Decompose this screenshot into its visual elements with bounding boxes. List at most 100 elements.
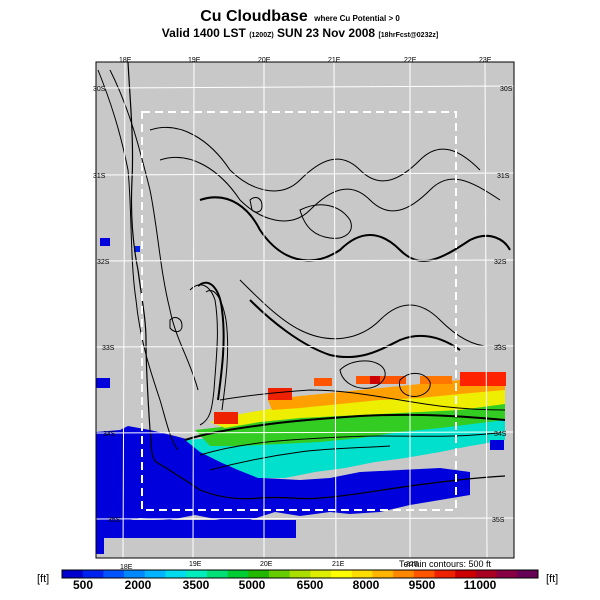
color-scale-swatch xyxy=(124,570,146,578)
valid-time: Valid 1400 LST xyxy=(161,26,246,40)
color-scale-bar xyxy=(62,570,539,578)
terrain-contour xyxy=(299,204,352,239)
color-scale-swatch xyxy=(455,570,477,578)
valid-utc: (1200Z) xyxy=(249,32,274,39)
color-scale-swatch xyxy=(268,570,291,578)
grid-line xyxy=(95,85,515,89)
lat-label: 33S xyxy=(494,345,507,352)
lat-labels-left: 30S 31S 32S 33S 34S 35S xyxy=(93,86,121,524)
terrain-contour xyxy=(159,156,501,222)
color-scale-swatch xyxy=(331,570,353,578)
cloudbase-speck xyxy=(100,238,110,246)
scale-label: 2000 xyxy=(124,578,152,592)
lat-label: 31S xyxy=(93,173,106,180)
coastline xyxy=(127,61,506,500)
lon-label: 20E xyxy=(258,57,271,64)
map-title: Cu Cloudbase where Cu Potential > 0 xyxy=(0,8,600,26)
color-scale-swatch xyxy=(393,570,415,578)
cloudbase-blue-patch xyxy=(96,520,296,538)
color-scale-swatch xyxy=(144,570,166,578)
color-scale-swatch xyxy=(372,570,394,578)
lat-labels-right: 30S 31S 32S 33S 34S 35S xyxy=(492,86,513,524)
inner-domain-box xyxy=(141,111,457,511)
scale-label: 500 xyxy=(72,578,94,592)
scale-label: 6500 xyxy=(296,578,324,592)
terrain-contour-note: Terrain contours: 500 ft xyxy=(399,559,492,569)
lat-label: 35S xyxy=(492,517,505,524)
terrain-contour xyxy=(249,197,263,213)
terrain-contour xyxy=(199,431,506,456)
scale-unit-right: [ft] xyxy=(546,573,559,585)
terrain-contour xyxy=(109,69,199,391)
cloudbase-red-cell xyxy=(356,376,406,384)
color-scale-swatch xyxy=(475,570,498,578)
color-scale-swatch xyxy=(248,570,270,578)
cloudbase-red-cell xyxy=(370,376,380,384)
lat-label: 33S xyxy=(102,345,115,352)
terrain-contour xyxy=(219,389,506,411)
lon-label: 21E xyxy=(328,57,341,64)
grid-line xyxy=(95,172,515,176)
lon-label: 21E xyxy=(332,561,345,568)
terrain-contour xyxy=(209,445,391,471)
terrain-contour xyxy=(169,317,183,333)
map-border xyxy=(95,61,515,559)
terrain-contours xyxy=(97,69,511,471)
terrain-contour xyxy=(199,196,511,262)
lat-label: 35S xyxy=(108,517,121,524)
scale-label: 9500 xyxy=(408,578,436,592)
valid-time-line: Valid 1400 LST (1200Z) SUN 23 Nov 2008 [… xyxy=(0,26,600,40)
cloudbase-speck xyxy=(96,378,110,388)
lat-label: 32S xyxy=(97,259,110,266)
valid-date: SUN 23 Nov 2008 xyxy=(277,26,376,40)
terrain-contour xyxy=(184,413,506,441)
color-scale-swatch xyxy=(517,570,539,578)
scale-unit-left: [ft] xyxy=(37,573,50,585)
cloudbase-red-cell xyxy=(420,376,452,384)
lat-label: 34S xyxy=(494,431,507,438)
grid-line xyxy=(95,517,515,520)
grid-line xyxy=(122,61,126,559)
scale-label: 5000 xyxy=(238,578,266,592)
cloudbase-yellow-band xyxy=(210,388,505,428)
title-note: where Cu Potential > 0 xyxy=(314,14,400,23)
grid-line xyxy=(95,259,515,262)
scale-label: 3500 xyxy=(182,578,210,592)
lon-label: 18E xyxy=(119,57,132,64)
lon-label: 22E xyxy=(404,57,417,64)
lat-lon-grid xyxy=(95,61,515,559)
terrain-contour xyxy=(339,360,386,389)
lon-labels-top: 18E 19E 20E 21E 22E 23E xyxy=(119,57,492,64)
terrain-contour xyxy=(205,290,229,411)
color-scale-swatch xyxy=(186,570,208,578)
cloudbase-red-cell xyxy=(314,378,332,386)
color-scale-swatch xyxy=(289,570,311,578)
grid-line xyxy=(95,431,515,434)
grid-line xyxy=(484,61,488,559)
cloudbase-red-cell xyxy=(460,372,506,386)
lat-label: 30S xyxy=(500,86,513,93)
color-scale-swatch xyxy=(165,570,187,578)
cloudbase-speck xyxy=(490,440,504,450)
lat-label: 32S xyxy=(494,259,507,266)
scale-label: 8000 xyxy=(352,578,380,592)
title-main: Cu Cloudbase xyxy=(200,8,308,25)
color-scale-swatch xyxy=(413,570,436,578)
lon-label: 23E xyxy=(479,57,492,64)
grid-line xyxy=(333,61,337,559)
terrain-contour xyxy=(189,284,218,426)
cloudbase-green-band xyxy=(195,402,505,446)
lon-labels-bottom: 18E 19E 20E 21E 22E xyxy=(120,561,419,571)
lon-label: 20E xyxy=(260,561,273,568)
grid-line xyxy=(192,61,195,559)
color-scale-swatch xyxy=(227,570,249,578)
terrain-contour xyxy=(149,126,481,192)
terrain-contour xyxy=(197,281,225,401)
color-scale-border xyxy=(61,569,539,579)
cloudbase-orange-band xyxy=(268,376,505,410)
lon-label: 22E xyxy=(406,561,419,568)
lon-label: 18E xyxy=(120,564,133,571)
color-scale-swatch xyxy=(103,570,125,578)
cloudbase-speck xyxy=(134,246,140,252)
